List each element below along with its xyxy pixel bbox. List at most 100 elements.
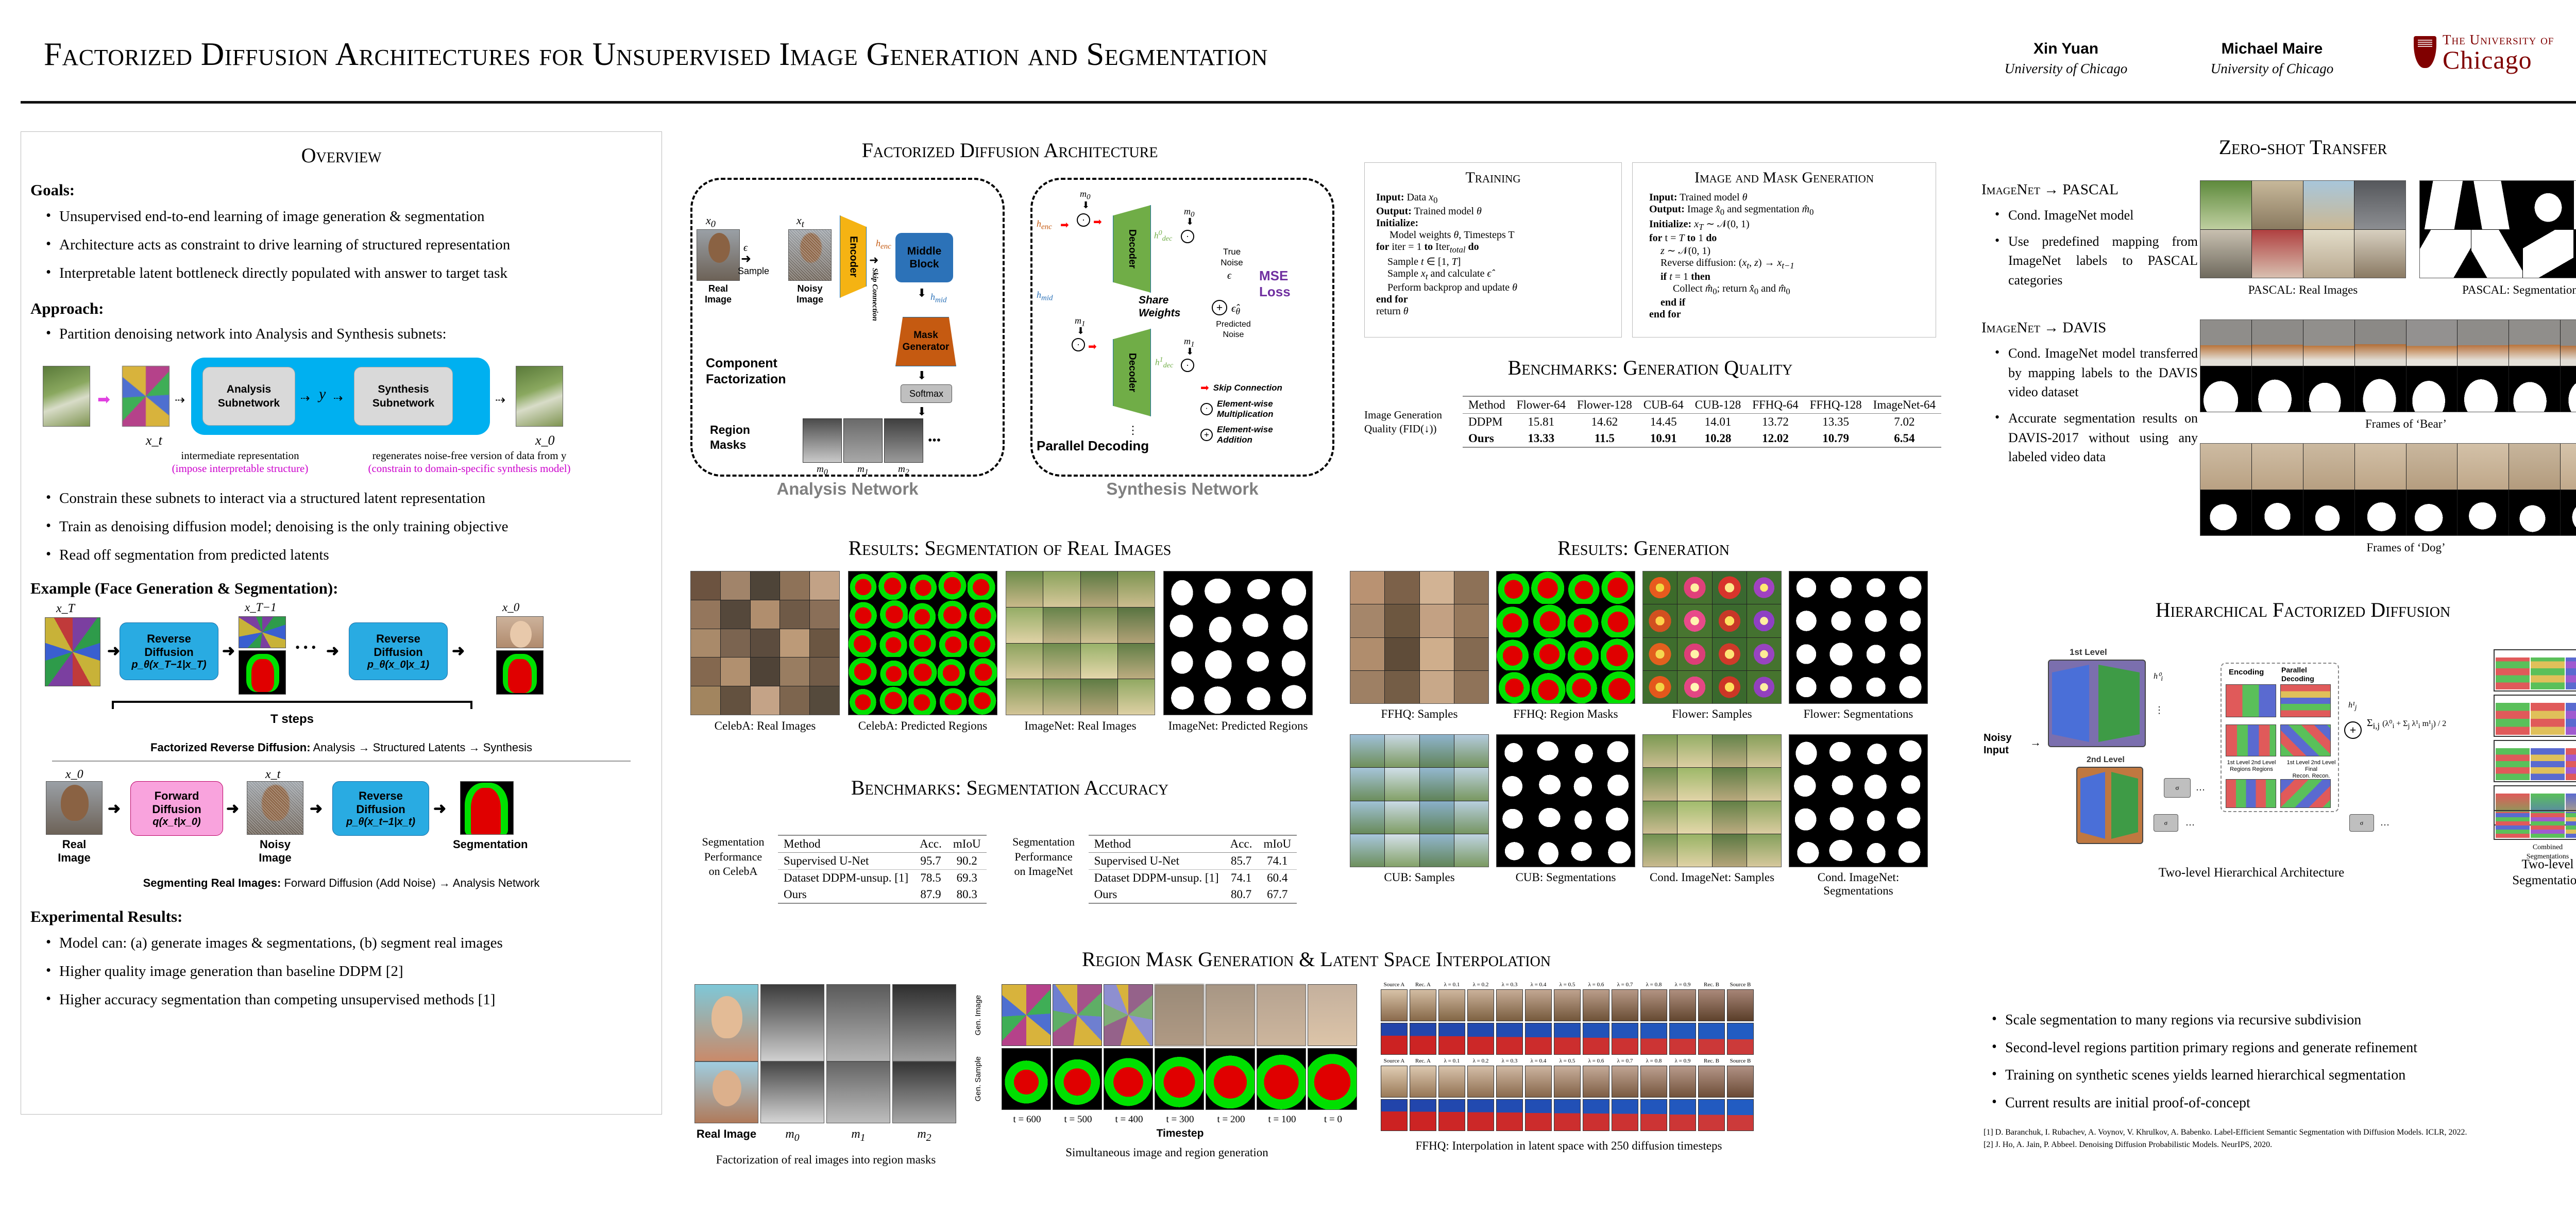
mask-m2-cell <box>892 1061 956 1123</box>
dog-image-input <box>43 366 90 427</box>
m2-label: m2 <box>917 1127 931 1143</box>
m1-label: m1 <box>851 1127 866 1143</box>
lambda-label: λ = 0.7 <box>1617 1058 1633 1064</box>
imagenet-predicted-mosaic <box>1163 571 1313 715</box>
pascal-bullet: Cond. ImageNet model <box>1993 205 2198 225</box>
col-imagenet64: ImageNet-64 <box>1873 398 1936 411</box>
pascal-real-caption: PASCAL: Real Images <box>2248 283 2358 296</box>
dashed-arrow-icon: ⇢ <box>175 394 185 408</box>
lambda-label: λ = 0.3 <box>1501 1058 1518 1064</box>
imagenet-table-wrap: Segmentation Performance on ImageNet Metho… <box>1005 835 1297 904</box>
generation-panel: CUB: Samples <box>1350 734 1489 898</box>
goal-item: Interpretable latent bottleneck directly… <box>44 261 647 284</box>
algo-line: end for <box>1649 309 1681 320</box>
ellipsis-label: … <box>2380 817 2389 828</box>
generation-panel: FFHQ: Region Masks <box>1496 571 1635 721</box>
approach-item: Read off segmentation from predicted lat… <box>44 543 647 566</box>
result-item: Higher quality image generation than bas… <box>44 959 647 982</box>
rec-b-label: Rec. B <box>1704 1058 1719 1064</box>
x0-face-image <box>496 616 544 649</box>
segmentation-panel: ImageNet: Real Images <box>1006 571 1155 733</box>
element-wise-add-icon: + <box>2344 721 2362 739</box>
arrow-icon: → <box>2030 736 2041 749</box>
col-method: Method <box>1094 837 1131 850</box>
element-wise-mult-icon: · <box>1181 359 1194 372</box>
real-image-thumbnail <box>697 229 740 281</box>
mask-thumbnail <box>843 418 883 463</box>
legend-item: ➡ Skip Connection <box>1200 382 1282 394</box>
region-masks-row: ••• <box>803 418 941 463</box>
mask-label: m0 <box>817 464 828 477</box>
col-ffhq128: FFHQ-128 <box>1809 398 1862 411</box>
first-level-regions-label: 1st Level 2nd Level Regions Regions <box>2227 760 2276 773</box>
table-row: Dataset DDPM-unsup. [1] 78.5 69.3 <box>778 870 987 887</box>
cell-value: 14.01 <box>1704 415 1732 428</box>
ellipsis-label: ••• <box>928 433 941 447</box>
algo-line: Sample t ∈ [1, T] <box>1387 256 1461 267</box>
algo-line: for t = T to 1 do <box>1649 232 1717 244</box>
cub-samples-mosaic <box>1350 734 1489 867</box>
h-mid-label: hmid <box>1037 290 1053 302</box>
algo-line: Input: Trained model θ <box>1649 192 1748 203</box>
encoding-thumbnail <box>2226 684 2276 717</box>
segmentation-label: Segmentation <box>453 838 528 851</box>
noisy-image-input <box>122 366 170 427</box>
down-arrow-icon: ⬇ <box>917 369 927 382</box>
timestep-image-row <box>1002 984 1357 1046</box>
xTm1-label: x_T−1 <box>245 601 277 614</box>
panel-caption: FFHQ: Region Masks <box>1513 707 1618 720</box>
hierarchical-title: Hierarchical Factorized Diffusion <box>2155 598 2451 621</box>
experimental-results-heading: Experimental Results: <box>30 907 183 926</box>
algo-line: Initialize: <box>1376 217 1419 229</box>
down-arrow-icon: ⬇ <box>1077 326 1085 336</box>
imagenet-accuracy-table: Method Acc. mIoU Supervised U-Net 85.7 7… <box>1088 835 1297 904</box>
reverse-diffusion-block-1: Reverse Diffusion p_θ(x_T−1|x_T) <box>120 622 218 681</box>
approach-item: Constrain these subnets to interact via … <box>44 486 647 509</box>
result-item: Higher accuracy segmentation than compet… <box>44 988 647 1010</box>
architecture-section: Factorized Diffusion Architecture <box>685 138 1334 162</box>
second-level-block: 2nd Level <box>2076 755 2143 844</box>
hierarchical-bullets: Scale segmentation to many regions via r… <box>1990 1009 2576 1120</box>
panel-caption: ImageNet: Predicted Regions <box>1168 719 1308 732</box>
lambda-label: λ = 0.9 <box>1674 1058 1691 1064</box>
parallel-decoding-label: Parallel Decoding <box>2281 666 2314 683</box>
col-flower128: Flower-128 <box>1577 398 1632 411</box>
arrow-icon: ➜ <box>433 800 447 818</box>
lambda-label: λ = 0.3 <box>1501 982 1518 988</box>
pascal-bullet: Use predefined mapping from ImageNet lab… <box>1993 231 2198 290</box>
timestep-labels: t = 600 t = 500 t = 400 t = 300 t = 200 … <box>1002 1114 1360 1125</box>
vertical-ellipsis-icon: ⋮ <box>2155 705 2164 715</box>
col-miou: mIoU <box>953 837 981 850</box>
ellipsis-label: … <box>2196 782 2205 792</box>
generation-panel: CUB: Segmentations <box>1496 734 1635 898</box>
true-noise-label: True Noise <box>1221 247 1243 268</box>
logo-line-2: Chicago <box>2443 45 2532 74</box>
col-method: Method <box>1468 398 1505 411</box>
generation-quality-section: Benchmarks: Generation Quality <box>1364 356 1936 380</box>
m0-label: m0 <box>1184 206 1195 219</box>
x0-label: x_0 <box>65 768 83 782</box>
hierarchical-section: Hierarchical Factorized Diffusion <box>1973 598 2576 622</box>
skip-connection-label: Skip Connection <box>871 268 879 321</box>
parallel-decoding-label: Parallel Decoding <box>1037 438 1149 453</box>
col-flower64: Flower-64 <box>1516 398 1566 411</box>
timestep-label: t = 100 <box>1268 1114 1296 1125</box>
down-arrow-icon: ⬇ <box>917 405 927 418</box>
analysis-network-container <box>690 178 1005 477</box>
cell-value: 80.7 <box>1230 888 1252 901</box>
share-weights-label: Share Weights <box>1139 294 1181 319</box>
result-item: Model can: (a) generate images & segment… <box>44 931 647 954</box>
davis-dog-caption: Frames of ‘Dog’ <box>2366 541 2446 554</box>
m1-label: m1 <box>1184 336 1195 349</box>
level-22-strip: Level 2.2 <box>2494 695 2576 737</box>
mask-m0-cell <box>760 1061 824 1123</box>
skip-arrow-icon: ➡ <box>1060 220 1069 231</box>
results-generation-section: Results: Generation <box>1340 536 1947 560</box>
poster-header: Factorized Diffusion Architectures for U… <box>0 0 2576 120</box>
table-row: Supervised U-Net 85.7 74.1 <box>1088 853 1297 870</box>
timestep-label: t = 200 <box>1217 1114 1245 1125</box>
softmax-block: σ <box>2154 814 2178 832</box>
cell-value: 80.3 <box>956 888 977 901</box>
element-wise-mult-icon: · <box>1181 230 1194 243</box>
reverse-diffusion-formula-2: p_θ(x_0|x_1) <box>367 659 430 670</box>
